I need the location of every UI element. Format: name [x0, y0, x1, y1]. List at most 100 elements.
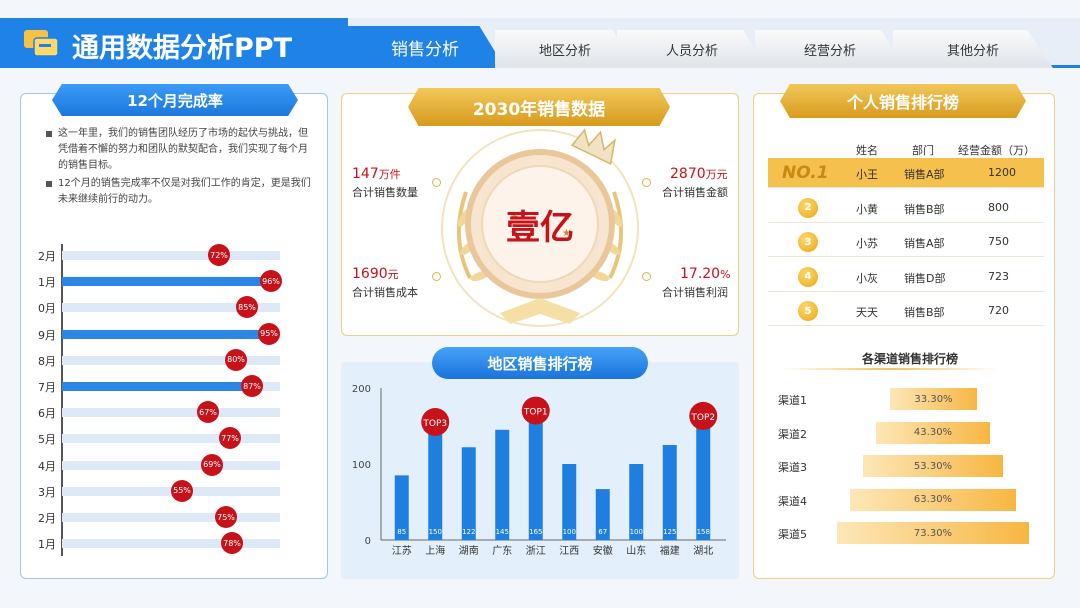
tab-other-analysis[interactable]: 其他分析 — [893, 30, 1053, 68]
month-percent-badge: 78% — [221, 532, 243, 555]
tab-region-analysis[interactable]: 地区分析 — [495, 30, 635, 68]
month-track — [62, 513, 280, 522]
channel-value: 53.30% — [913, 460, 953, 472]
ranking-row: 2 小黄 销售B部 800 — [768, 193, 1044, 223]
rank-amount: 723 — [988, 269, 1009, 283]
ranking-header-dept: 部门 — [912, 144, 934, 157]
month-label: 1月 — [38, 538, 56, 552]
channel-value: 73.30% — [913, 527, 953, 539]
channel-value: 33.30% — [914, 393, 953, 405]
month-track — [62, 329, 280, 339]
month-label: 9月 — [38, 328, 56, 342]
bar-value-label: 150 — [429, 528, 442, 536]
channel-value: 43.30% — [913, 427, 953, 438]
x-tick-label: 广东 — [492, 544, 512, 557]
chat-bubbles-icon — [24, 30, 59, 57]
region-bar — [461, 447, 476, 540]
region-bar-chart: 0 100 200 85 江苏 150 上海 TOP3 122 湖南 145 广东 165 浙江 TOP1 1… — [352, 384, 726, 557]
month-label: 8月 — [38, 354, 56, 368]
stat-quantity-value: 147万件 — [352, 166, 401, 182]
no1-badge: NO.1 — [782, 163, 829, 183]
svg-text:★: ★ — [510, 228, 519, 239]
month-label: 2月 — [38, 512, 56, 525]
bar-value-label: 145 — [496, 528, 509, 536]
region-chart-title: 地区销售排行榜 — [432, 347, 648, 379]
month-percent-badge: 80% — [225, 348, 247, 371]
channel-bar: 73.30% — [837, 522, 1029, 544]
top-badge-label: TOP2 — [690, 413, 715, 423]
rank-medal-icon: 4 — [798, 266, 818, 287]
rank-dept: 销售A部 — [904, 168, 945, 181]
app-title: 通用数据分析PPT — [72, 33, 292, 64]
region-bar — [696, 419, 711, 540]
stat-unit: % — [720, 268, 731, 281]
month-percent-badge: 55% — [171, 479, 193, 502]
bar-value-label: 100 — [563, 528, 576, 536]
stat-amount-value: 2870万元 — [670, 166, 728, 182]
stat-unit: 万元 — [705, 168, 728, 181]
month-percent-badge: 72% — [208, 244, 230, 266]
x-tick-label: 湖南 — [459, 544, 479, 557]
tab-label: 其他分析 — [946, 43, 999, 59]
ranking-row: 4 小灰 销售D部 723 — [768, 262, 1044, 292]
channel-label: 渠道5 — [778, 528, 807, 541]
month-row: 2月 72% — [30, 244, 310, 266]
month-label: 5月 — [38, 433, 56, 447]
x-tick-label: 山东 — [626, 544, 646, 557]
channel-bar: 33.30% — [890, 388, 977, 410]
month-row: 1月 78% — [30, 532, 310, 555]
rank-dept: 销售B部 — [904, 306, 945, 319]
region-bar — [394, 475, 409, 540]
tab-staff-analysis[interactable]: 人员分析 — [617, 30, 767, 68]
rank-medal-icon: 2 — [798, 197, 818, 218]
stat-dot — [432, 272, 441, 281]
month-row: 4月 69% — [30, 453, 310, 476]
channel-bar: 63.30% — [850, 488, 1016, 511]
svg-text:★: ★ — [562, 212, 571, 223]
month-row: 7月 87% — [30, 375, 310, 397]
stat-dot — [432, 178, 441, 187]
tab-operation-analysis[interactable]: 经营分析 — [755, 30, 905, 68]
ranking-title: 个人销售排行榜 — [780, 84, 1026, 118]
channel-label: 渠道2 — [778, 427, 807, 441]
top-badge-label: TOP1 — [523, 408, 548, 418]
x-tick-label: 安徽 — [593, 544, 613, 557]
rank-name: 小灰 — [856, 271, 878, 285]
month-row: 1月 96% — [30, 270, 310, 293]
rank-dept: 销售B部 — [904, 202, 945, 216]
month-percent-badge: 96% — [260, 270, 282, 293]
x-tick-label: 江西 — [559, 545, 579, 557]
tab-sales-analysis[interactable]: 销售分析 — [345, 26, 505, 68]
rank-name: 小黄 — [856, 202, 878, 216]
title-box: 通用数据分析PPT — [0, 18, 348, 68]
stat-dot — [642, 272, 651, 281]
completion-paragraph-2: 12个月的销售完成率不仅是对我们工作的肯定，更是我们未来继续前行的动力。 — [44, 176, 314, 208]
channels-title-underline — [780, 368, 1000, 370]
stat-cost-value: 1690元 — [352, 266, 399, 282]
bar-value-label: 85 — [397, 528, 406, 536]
medal-emblem: ★ ★ ★ ★ — [441, 128, 639, 327]
stat-quantity-label: 合计销售数量 — [352, 186, 418, 199]
month-percent-badge: 75% — [215, 506, 237, 528]
month-percent-badge: 77% — [219, 427, 241, 450]
stat-amount-label: 合计销售金额 — [662, 186, 728, 199]
completion-title: 12个月完成率 — [52, 84, 298, 116]
y-tick-label: 0 — [365, 536, 371, 547]
stat-number: 17.20 — [680, 266, 721, 282]
stat-number: 147 — [352, 166, 379, 182]
month-percent-badge: 87% — [241, 375, 263, 397]
month-track — [62, 539, 280, 549]
month-track — [62, 277, 280, 287]
channel-label: 渠道3 — [778, 461, 807, 474]
tab-bar: 销售分析 地区分析 人员分析 经营分析 其他分析 — [345, 26, 1080, 68]
stat-unit: 万件 — [378, 168, 401, 181]
month-percent-badge: 85% — [236, 296, 258, 319]
month-track — [62, 382, 280, 391]
stat-profit-label: 合计销售利润 — [662, 286, 728, 299]
sales2030-title: 2030年销售数据 — [408, 88, 670, 126]
month-label: 6月 — [38, 407, 56, 421]
month-row: 8月 80% — [30, 348, 310, 371]
ranking-header-name: 姓名 — [856, 144, 878, 157]
month-track — [62, 303, 280, 313]
ranking-row: NO.1 小王 销售A部 1200 — [768, 158, 1044, 188]
